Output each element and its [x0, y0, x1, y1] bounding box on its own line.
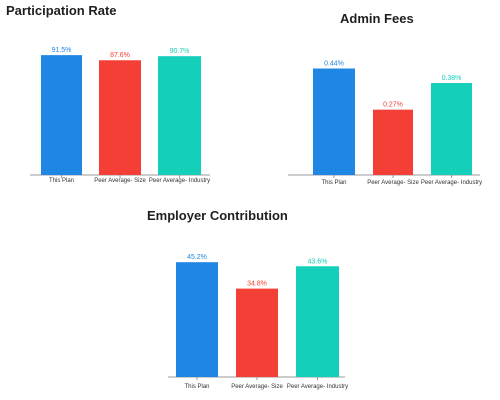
- participation-rate-value-label-1: 91.5%: [52, 47, 72, 54]
- employer-contribution-category-label-1: This Plan: [184, 384, 209, 390]
- employer-contribution-category-label-3: Peer Average- Industry: [287, 384, 348, 390]
- participation-rate-bar-1: [41, 55, 82, 176]
- admin-fees-plot: 0.44% This Plan 0.27% Peer Average- Size 0.3…: [288, 61, 482, 186]
- employer-contribution-bar-3: [296, 266, 339, 377]
- employer-contribution-value-label-1: 45.2%: [187, 254, 207, 261]
- participation-rate-category-label-3: Peer Average- Industry: [149, 178, 210, 184]
- employer-contribution-plot: 45.2% This Plan 34.8% Peer Average- Size 43.…: [168, 254, 348, 390]
- admin-fees-bar-1: [313, 68, 355, 175]
- participation-rate-category-label-2: Peer Average- Size: [94, 178, 146, 184]
- admin-fees-bar-3: [431, 83, 472, 175]
- admin-fees-value-label-3: 0.38%: [442, 75, 462, 82]
- participation-rate-category-label-1: This Plan: [49, 178, 74, 184]
- employer-contribution-chart: Employer Contribution 45.2% This Plan 34.8…: [140, 200, 370, 400]
- participation-rate-title: Participation Rate: [6, 3, 117, 18]
- participation-rate-plot: 91.5% This Plan 87.6% Peer Average- Size 90.…: [30, 47, 210, 184]
- participation-rate-chart: Participation Rate 91.5% This Plan 87.6% Pe…: [0, 0, 230, 190]
- admin-fees-value-label-1: 0.44%: [324, 61, 344, 68]
- admin-fees-bar-2: [373, 109, 413, 175]
- admin-fees-chart: Admin Fees 0.44% This Plan 0.27% Peer Avera…: [280, 0, 495, 190]
- employer-contribution-value-label-2: 34.8%: [247, 281, 267, 288]
- admin-fees-title: Admin Fees: [340, 11, 414, 26]
- admin-fees-value-label-2: 0.27%: [383, 102, 403, 109]
- employer-contribution-bar-1: [176, 262, 218, 377]
- participation-rate-value-label-3: 90.7%: [170, 48, 190, 55]
- admin-fees-category-label-2: Peer Average- Size: [367, 180, 419, 186]
- admin-fees-category-label-3: Peer Average- Industry: [421, 180, 482, 186]
- admin-fees-category-label-1: This Plan: [321, 180, 346, 186]
- participation-rate-bar-3: [158, 56, 201, 175]
- employer-contribution-category-label-2: Peer Average- Size: [231, 384, 283, 390]
- participation-rate-value-label-2: 87.6%: [110, 52, 130, 59]
- employer-contribution-value-label-3: 43.6%: [308, 258, 328, 265]
- employer-contribution-bar-2: [236, 288, 278, 377]
- employer-contribution-title: Employer Contribution: [147, 208, 288, 223]
- participation-rate-bar-2: [99, 60, 141, 175]
